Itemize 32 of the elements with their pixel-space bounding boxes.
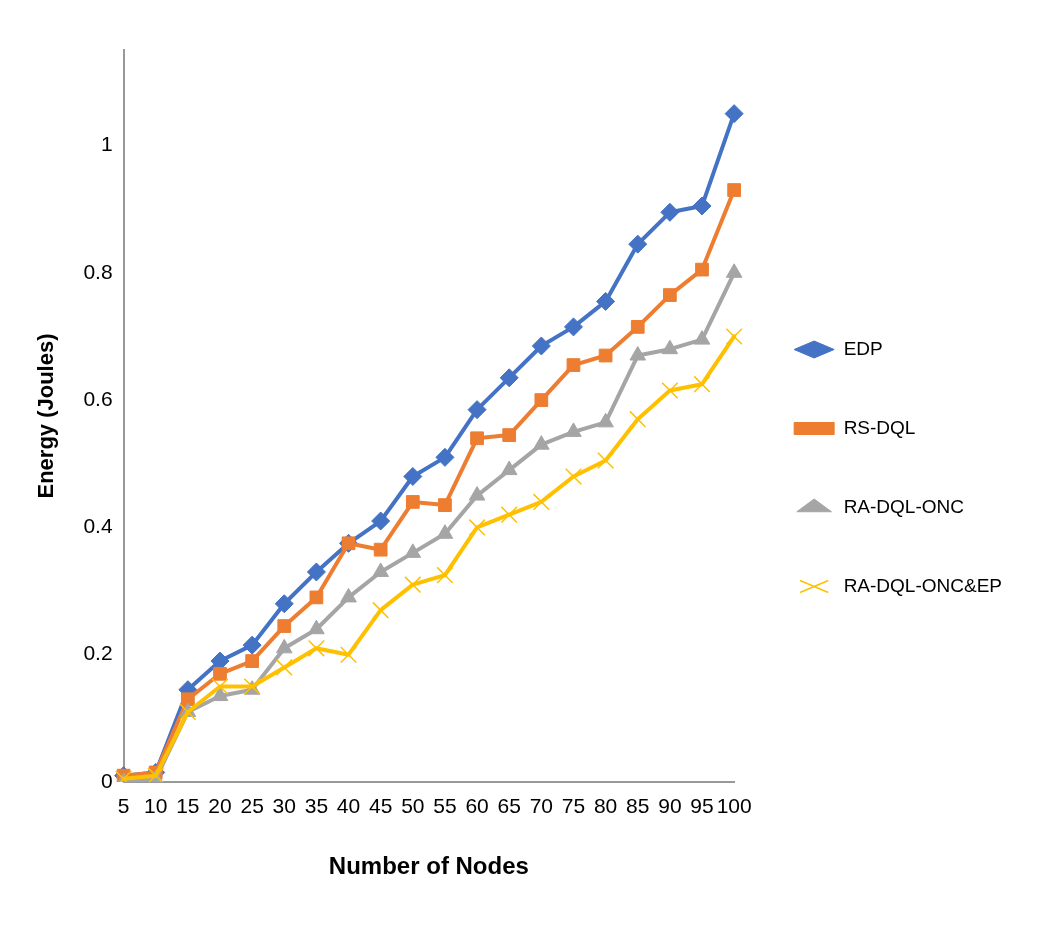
y-tick-label: 0.2 [83,641,113,665]
x-tick-label: 55 [433,794,457,818]
legend-label: EDP [843,337,883,359]
x-tick-label: 30 [272,794,296,818]
y-tick-label: 0.8 [83,259,113,283]
x-tick-label: 10 [144,794,168,818]
y-tick-label: 0.6 [83,386,113,410]
x-tick-label: 50 [401,794,425,818]
x-tick-label: 100 [716,794,752,818]
y-tick-label: 0.4 [83,514,113,538]
x-tick-label: 95 [690,794,714,818]
x-tick-label: 65 [497,794,521,818]
y-tick-label: 0 [100,768,113,792]
x-tick-label: 20 [208,794,232,818]
y-axis-title: Energy (Joules) [33,333,59,499]
x-tick-label: 70 [529,794,554,818]
x-tick-label: 5 [117,794,130,818]
x-tick-label: 25 [240,794,264,818]
legend-label: RS-DQL [843,416,916,438]
x-tick-label: 15 [176,794,200,818]
x-tick-label: 45 [368,794,393,818]
x-tick-label: 35 [304,794,329,818]
y-tick-label: 1 [100,132,113,156]
x-tick-label: 85 [626,794,650,818]
legend-label: RA-DQL-ONC&EP [843,574,1002,596]
x-axis-title: Number of Nodes [328,852,529,880]
legend-label: RA-DQL-ONC [843,495,964,517]
x-tick-label: 80 [593,794,618,818]
x-tick-label: 40 [336,794,361,818]
x-tick-label: 90 [658,794,682,818]
x-tick-label: 60 [465,794,489,818]
x-tick-label: 75 [561,794,586,818]
